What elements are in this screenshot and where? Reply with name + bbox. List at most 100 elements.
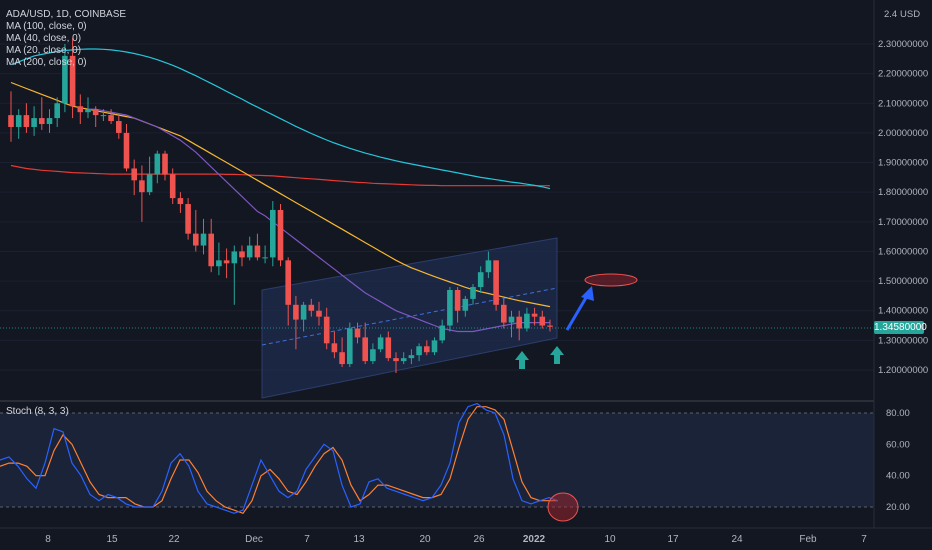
candle[interactable] xyxy=(23,103,30,133)
candle[interactable] xyxy=(531,307,538,326)
candle[interactable] xyxy=(408,349,415,365)
candle[interactable] xyxy=(139,165,145,222)
candle[interactable] xyxy=(254,233,261,261)
candle[interactable] xyxy=(77,94,84,125)
currency-label[interactable]: USD xyxy=(900,9,920,20)
candle[interactable] xyxy=(262,245,268,264)
candle[interactable] xyxy=(146,156,153,196)
candle[interactable] xyxy=(470,284,476,305)
price-tick-label: 2.30000000 xyxy=(878,39,928,50)
indicator-legend: ADA/USD, 1D, COINBASE MA (100, close, 0)… xyxy=(6,9,126,69)
candle[interactable] xyxy=(539,310,546,329)
candle[interactable] xyxy=(516,310,522,341)
candle[interactable] xyxy=(524,307,530,332)
stoch-oversold-ellipse[interactable] xyxy=(547,492,579,522)
candle[interactable] xyxy=(200,218,207,255)
candle[interactable] xyxy=(100,109,107,122)
candle[interactable] xyxy=(239,245,245,267)
candle[interactable] xyxy=(92,106,99,127)
candle[interactable] xyxy=(123,124,130,172)
candle[interactable] xyxy=(31,106,37,136)
candle[interactable] xyxy=(8,91,14,142)
time-tick-label: Feb xyxy=(799,534,817,545)
green-arrow-up-1[interactable] xyxy=(515,351,529,369)
candle[interactable] xyxy=(416,343,422,362)
symbol-title[interactable]: ADA/USD, 1D, COINBASE xyxy=(6,9,127,20)
candle[interactable] xyxy=(46,109,53,133)
candle[interactable] xyxy=(462,295,469,317)
candle[interactable] xyxy=(216,242,222,276)
candle[interactable] xyxy=(508,310,515,338)
candle[interactable] xyxy=(501,298,507,329)
candle[interactable] xyxy=(293,295,299,350)
green-arrow-up-2[interactable] xyxy=(550,346,564,364)
stoch-line-stoch_d[interactable] xyxy=(0,406,558,515)
candle[interactable] xyxy=(439,319,445,344)
candle[interactable] xyxy=(231,245,238,305)
candle[interactable] xyxy=(485,251,492,279)
candle[interactable] xyxy=(547,319,553,332)
candle[interactable] xyxy=(339,337,345,368)
candle[interactable] xyxy=(193,209,199,252)
candle[interactable] xyxy=(285,257,291,326)
candle[interactable] xyxy=(370,343,376,365)
candle[interactable] xyxy=(308,298,315,317)
legend-ma100[interactable]: MA (100, close, 0) xyxy=(6,21,87,32)
candle[interactable] xyxy=(62,44,68,113)
candle[interactable] xyxy=(424,340,430,356)
legend-ma40[interactable]: MA (40, close, 0) xyxy=(6,33,82,44)
candle[interactable] xyxy=(393,352,399,373)
candle[interactable] xyxy=(377,334,384,353)
price-tick-label: 1.30000000 xyxy=(878,335,928,346)
target-ellipse[interactable] xyxy=(584,273,638,287)
candle[interactable] xyxy=(154,150,161,184)
candle[interactable] xyxy=(300,301,307,332)
legend-ma20[interactable]: MA (20, close, 0) xyxy=(6,45,82,56)
candle[interactable] xyxy=(39,97,45,130)
candle[interactable] xyxy=(108,109,114,125)
candle[interactable] xyxy=(69,38,76,119)
candle[interactable] xyxy=(362,322,368,365)
candle[interactable] xyxy=(177,192,184,213)
candle[interactable] xyxy=(270,201,276,267)
ma-line-ma40[interactable] xyxy=(10,81,551,308)
time-tick-label: 7 xyxy=(304,534,310,545)
candle[interactable] xyxy=(223,248,230,279)
ma-line-ma100[interactable] xyxy=(10,48,551,190)
candle[interactable] xyxy=(347,322,353,368)
candle[interactable] xyxy=(331,331,338,359)
ma-line-ma20[interactable] xyxy=(88,108,550,333)
candle[interactable] xyxy=(54,97,60,127)
candle[interactable] xyxy=(246,236,253,261)
candle[interactable] xyxy=(116,115,122,139)
candle[interactable] xyxy=(431,337,438,356)
candle[interactable] xyxy=(354,322,361,344)
price-tick-label: 1.70000000 xyxy=(878,217,928,228)
candle[interactable] xyxy=(400,352,407,365)
blue-arrow-up[interactable] xyxy=(565,286,594,331)
time-tick-label: 7 xyxy=(861,534,867,545)
candle[interactable] xyxy=(85,97,91,119)
stoch-tick-label: 20.00 xyxy=(886,502,910,513)
candle[interactable] xyxy=(277,204,284,267)
candle[interactable] xyxy=(447,287,453,332)
candle[interactable] xyxy=(454,287,461,323)
stoch-line-stoch_k[interactable] xyxy=(0,402,559,514)
candle[interactable] xyxy=(162,150,168,181)
candle[interactable] xyxy=(316,301,322,326)
legend-ma200[interactable]: MA (200, close, 0) xyxy=(6,57,87,68)
candle[interactable] xyxy=(477,266,484,293)
candle[interactable] xyxy=(15,109,22,139)
candle[interactable] xyxy=(493,260,499,311)
stoch-legend[interactable]: Stoch (8, 3, 3) xyxy=(6,406,69,417)
candle[interactable] xyxy=(131,159,137,196)
candle[interactable] xyxy=(185,198,191,240)
time-tick-label: 13 xyxy=(353,534,365,545)
ma-line-ma200[interactable] xyxy=(10,164,550,187)
candle[interactable] xyxy=(323,307,330,350)
candle[interactable] xyxy=(385,331,392,362)
candle[interactable] xyxy=(208,218,214,273)
candle[interactable] xyxy=(169,168,176,205)
